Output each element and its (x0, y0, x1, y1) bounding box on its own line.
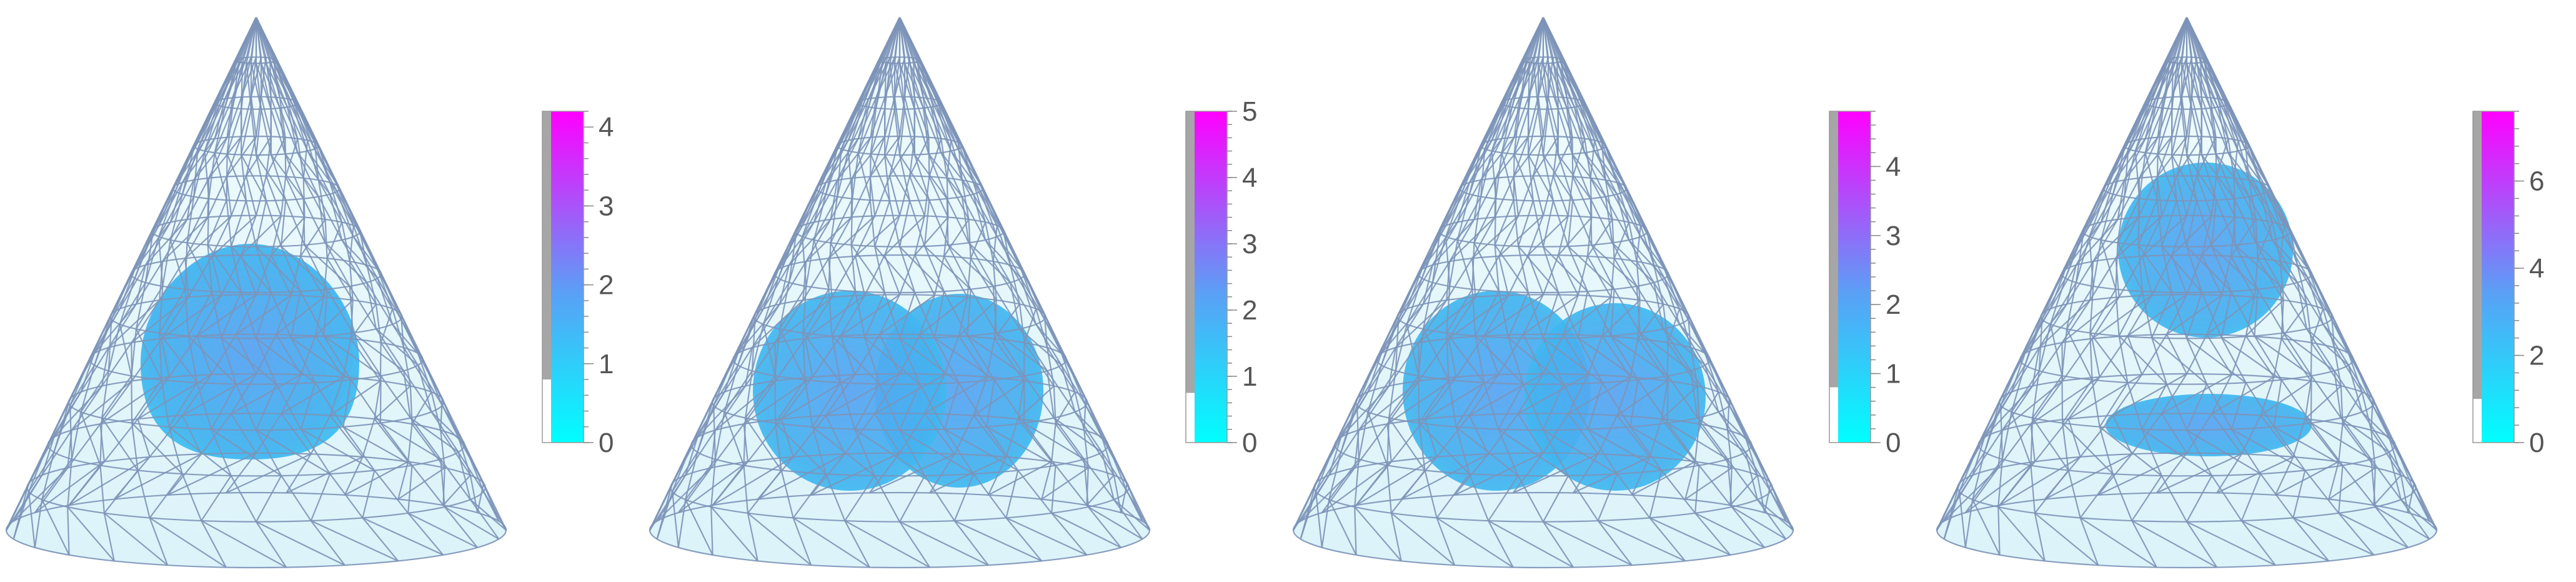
density-blobs (753, 291, 1043, 491)
scale-frame (1185, 111, 1228, 443)
scale-white-strip (1829, 387, 1838, 443)
scale-ticks (1871, 111, 1881, 443)
scale-white-strip (542, 379, 551, 443)
scale-gray-strip (1186, 111, 1195, 393)
color-scale-bar: 0 1 2 3 4 5 (1185, 96, 1257, 458)
scale-white-strip (2473, 399, 2482, 443)
scale-gray-strip (2473, 111, 2482, 399)
scale-gradient (1195, 111, 1227, 443)
scale-tick-label: 0 (2529, 428, 2544, 458)
cone-mesh (1936, 17, 2438, 569)
scale-tick-label: 4 (1242, 163, 1257, 193)
color-scale-bar: 0 2 4 6 (2472, 111, 2544, 458)
scale-ticks (2514, 111, 2524, 443)
scale-tick-label: 5 (1242, 96, 1257, 127)
color-scale-bar: 0 1 2 3 4 (542, 111, 614, 458)
scale-tick-label: 2 (1242, 295, 1257, 326)
density-blobs (1403, 291, 1706, 491)
scale-tick-label: 3 (599, 191, 614, 221)
scale-tick-label: 2 (1886, 289, 1901, 320)
cone-plot-1: 0 1 2 3 4 (5, 17, 614, 569)
scale-tick-label: 3 (1886, 221, 1901, 251)
scale-ticks (584, 111, 594, 443)
scale-ticks (1227, 111, 1237, 443)
scale-tick-label: 0 (1886, 428, 1901, 458)
scale-frame (542, 111, 584, 443)
scale-gradient (1838, 111, 1871, 443)
cone-plot-2: 0 1 2 3 4 5 (649, 17, 1257, 569)
cone-panel-4: 0 2 4 6 (1931, 0, 2574, 582)
scale-gradient (551, 111, 584, 443)
scale-gradient (2482, 111, 2514, 443)
cone-plot-4: 0 2 4 6 (1936, 17, 2544, 569)
cone-panel-2: 0 1 2 3 4 5 (644, 0, 1287, 582)
scale-white-strip (1186, 393, 1195, 443)
scale-tick-label: 1 (1242, 361, 1257, 392)
scale-tick-label: 0 (599, 428, 614, 458)
scale-tick-label: 1 (599, 349, 614, 379)
scale-tick-label: 2 (2529, 341, 2544, 371)
scale-tick-label: 4 (2529, 253, 2544, 284)
density-blob-2 (753, 291, 947, 491)
color-scale-bar: 0 1 2 3 4 (1829, 111, 1901, 458)
density-blob-2 (1524, 303, 1706, 491)
cone-panel-1: 0 1 2 3 4 (0, 0, 644, 582)
scale-tick-label: 6 (2529, 166, 2544, 197)
scale-tick-label: 2 (599, 270, 614, 301)
scale-gray-strip (542, 111, 551, 380)
cone-panel-3: 0 1 2 3 4 (1287, 0, 1931, 582)
cone-mesh (1292, 17, 1794, 569)
scale-frame (2472, 111, 2515, 443)
scale-tick-label: 4 (1886, 151, 1901, 182)
cone-mesh (649, 17, 1151, 569)
scale-tick-label: 1 (1886, 359, 1901, 389)
density-blob-2 (2106, 394, 2312, 456)
scale-gray-strip (1829, 111, 1838, 388)
scale-tick-label: 3 (1242, 229, 1257, 259)
scale-tick-label: 0 (1242, 428, 1257, 458)
cone-plot-3: 0 1 2 3 4 (1292, 17, 1901, 569)
cone-mesh (5, 17, 507, 569)
scale-tick-label: 4 (599, 112, 614, 143)
